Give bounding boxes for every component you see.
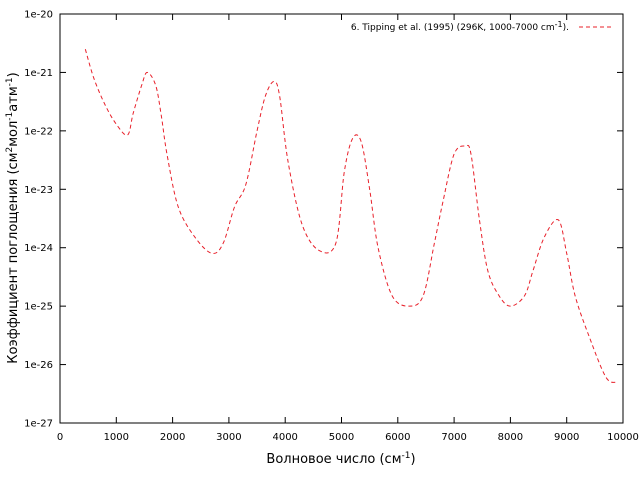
y-tick-label: 1e-24 — [24, 243, 53, 254]
data-point — [392, 295, 393, 296]
data-point — [589, 336, 590, 337]
data-point — [127, 134, 128, 135]
data-point — [352, 138, 353, 139]
y-tick-label: 1e-25 — [24, 302, 53, 313]
x-axis-ticks: 0 1000 2000 3000 4000 5000 6000 7000 8000 9000 100… — [57, 14, 639, 443]
data-point — [369, 189, 370, 190]
y-tick-label: 1e-21 — [24, 68, 53, 79]
y-axis-label: Коэффициент поглощения (см2мол-1атм-1) — [5, 72, 21, 363]
data-point — [265, 95, 266, 96]
y-tick-label: 1e-20 — [24, 10, 53, 21]
data-point — [273, 81, 274, 82]
data-point — [223, 242, 224, 243]
x-tick-label: 4000 — [272, 432, 297, 443]
data-point — [566, 253, 567, 254]
data-point — [133, 113, 134, 114]
series-layer — [84, 49, 618, 383]
y-axis-ticks: 1e-27 1e-26 1e-25 1e-24 1e-23 1e-22 1e-21 1e-20 — [24, 10, 623, 430]
data-point — [454, 154, 455, 155]
data-point — [104, 104, 105, 105]
y-tick-label: 1e-22 — [24, 126, 53, 137]
y-tick-label: 1e-27 — [24, 419, 53, 430]
data-point — [499, 295, 500, 296]
legend-label: 6. Tipping et al. (1995) (296K, 1000-700… — [351, 20, 569, 33]
x-tick-label: 8000 — [498, 432, 523, 443]
data-point — [301, 224, 302, 225]
data-point — [155, 85, 156, 86]
series-line — [84, 49, 618, 383]
data-point — [195, 237, 196, 238]
data-point — [256, 130, 257, 131]
data-point — [465, 145, 466, 146]
x-tick-label: 10000 — [607, 432, 639, 443]
data-point — [234, 206, 235, 207]
data-point — [617, 382, 618, 383]
data-point — [606, 377, 607, 378]
data-point — [335, 242, 336, 243]
data-point — [93, 77, 94, 78]
x-tick-label: 1000 — [104, 432, 129, 443]
data-point — [166, 154, 167, 155]
data-point — [442, 202, 443, 203]
data-point — [532, 270, 533, 271]
data-point — [147, 72, 148, 73]
data-point — [318, 250, 319, 251]
data-point — [434, 242, 435, 243]
data-point — [524, 295, 525, 296]
y-tick-label: 1e-23 — [24, 185, 53, 196]
data-point — [116, 124, 117, 125]
data-point — [85, 49, 86, 50]
data-point — [575, 295, 576, 296]
x-tick-label: 2000 — [160, 432, 185, 443]
x-tick-label: 5000 — [329, 432, 354, 443]
x-axis-label: Волновое число (см-1) — [266, 451, 415, 467]
data-point — [245, 184, 246, 185]
data-point — [211, 253, 212, 254]
x-tick-label: 9000 — [554, 432, 579, 443]
data-point — [161, 115, 162, 116]
data-point — [487, 270, 488, 271]
y-tick-label: 1e-26 — [24, 360, 53, 371]
x-tick-label: 7000 — [441, 432, 466, 443]
plot-frame — [59, 13, 624, 424]
data-point — [361, 141, 362, 142]
legend: 6. Tipping et al. (1995) (296K, 1000-700… — [351, 20, 611, 33]
data-point — [141, 85, 142, 86]
data-point — [470, 154, 471, 155]
x-tick-label: 3000 — [216, 432, 241, 443]
data-point — [279, 95, 280, 96]
data-point — [544, 237, 545, 238]
data-point — [178, 206, 179, 207]
data-point — [558, 219, 559, 220]
data-point — [287, 161, 288, 162]
data-point — [510, 306, 511, 307]
x-tick-label: 0 — [57, 432, 63, 443]
data-point — [423, 295, 424, 296]
x-tick-label: 6000 — [385, 432, 410, 443]
data-point — [377, 247, 378, 248]
data-point — [479, 219, 480, 220]
data-point — [344, 171, 345, 172]
data-point — [408, 306, 409, 307]
